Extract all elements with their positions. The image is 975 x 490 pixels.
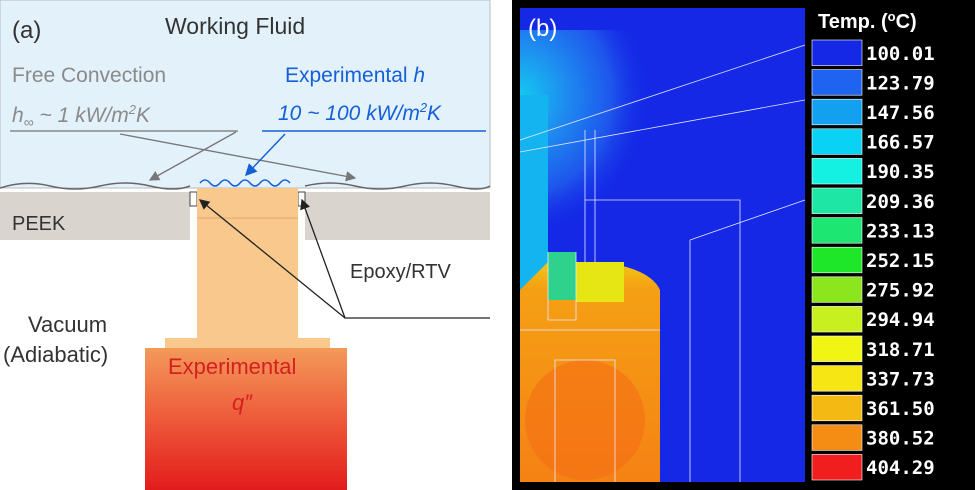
legend-value: 361.50 (866, 398, 935, 420)
text: h (12, 104, 24, 127)
contour-green (548, 252, 576, 300)
legend-swatch (812, 40, 862, 66)
legend-swatch (812, 158, 862, 184)
pillar-base (165, 338, 330, 348)
legend-value: 209.36 (866, 191, 935, 213)
legend-swatch (812, 306, 862, 332)
legend-swatch (812, 277, 862, 303)
contour-blob (520, 30, 760, 290)
legend: 100.01 123.79 147.56 166.57 190.35 209.36 233.… (812, 40, 935, 480)
legend-value: 294.94 (866, 309, 935, 331)
text: h (413, 64, 425, 87)
text: Experimental (285, 64, 413, 87)
legend-value: 190.35 (866, 161, 935, 183)
legend-swatch (812, 218, 862, 244)
panel-label: (a) (12, 17, 41, 44)
legend-value: 318.71 (866, 339, 935, 361)
text: 10 ~ 100 kW/m (278, 102, 420, 125)
legend-swatch (812, 336, 862, 362)
legend-swatch (812, 247, 862, 273)
legend-swatch (812, 395, 862, 421)
legend-value: 233.13 (866, 220, 935, 242)
peek-right (305, 192, 490, 240)
experimental-q-label: Experimental (168, 354, 296, 379)
legend-swatch (812, 454, 862, 480)
panel-label: (b) (528, 15, 557, 42)
q-label: q″ (232, 390, 253, 415)
legend-value: 275.92 (866, 280, 935, 302)
contour-yellow (576, 262, 624, 302)
text: ∞ (24, 114, 34, 130)
adiabatic-label: (Adiabatic) (3, 342, 108, 367)
h-range-label: 10 ~ 100 kW/m2K (278, 100, 442, 125)
text: K (136, 104, 151, 127)
epoxy-left (190, 192, 197, 206)
legend-swatch (812, 99, 862, 125)
text: C) (896, 11, 917, 33)
contour-core (525, 360, 645, 480)
figure: (a) Working Fluid Free Convection h∞ ~ 1… (0, 0, 975, 490)
legend-value: 252.15 (866, 250, 935, 272)
text: o (888, 9, 896, 24)
legend-value: 147.56 (866, 102, 935, 124)
legend-value: 100.01 (866, 43, 935, 65)
experimental-h-label: Experimental h (285, 64, 425, 87)
epoxy-label: Epoxy/RTV (350, 261, 451, 283)
free-convection-label: Free Convection (12, 64, 166, 87)
legend-value: 337.73 (866, 368, 935, 390)
legend-swatch (812, 366, 862, 392)
legend-swatch (812, 129, 862, 155)
legend-swatch (812, 425, 862, 451)
text: Temp. ( (818, 11, 888, 33)
legend-swatch (812, 70, 862, 96)
panel-b: Temp. (oC) (b) 100.01123.79147.56166.571… (512, 0, 975, 490)
legend-title: Temp. (oC) (818, 9, 917, 33)
peek-label: PEEK (12, 213, 66, 235)
text: ~ 1 kW/m (34, 104, 129, 127)
legend-value: 123.79 (866, 72, 935, 94)
panel-a: (a) Working Fluid Free Convection h∞ ~ 1… (0, 0, 490, 490)
text: K (427, 102, 442, 125)
vacuum-label: Vacuum (28, 312, 107, 337)
fluid-label: Working Fluid (165, 13, 305, 39)
contour-column (520, 95, 548, 295)
legend-value: 380.52 (866, 428, 935, 450)
legend-value: 166.57 (866, 132, 935, 154)
legend-value: 404.29 (866, 457, 935, 479)
legend-swatch (812, 188, 862, 214)
